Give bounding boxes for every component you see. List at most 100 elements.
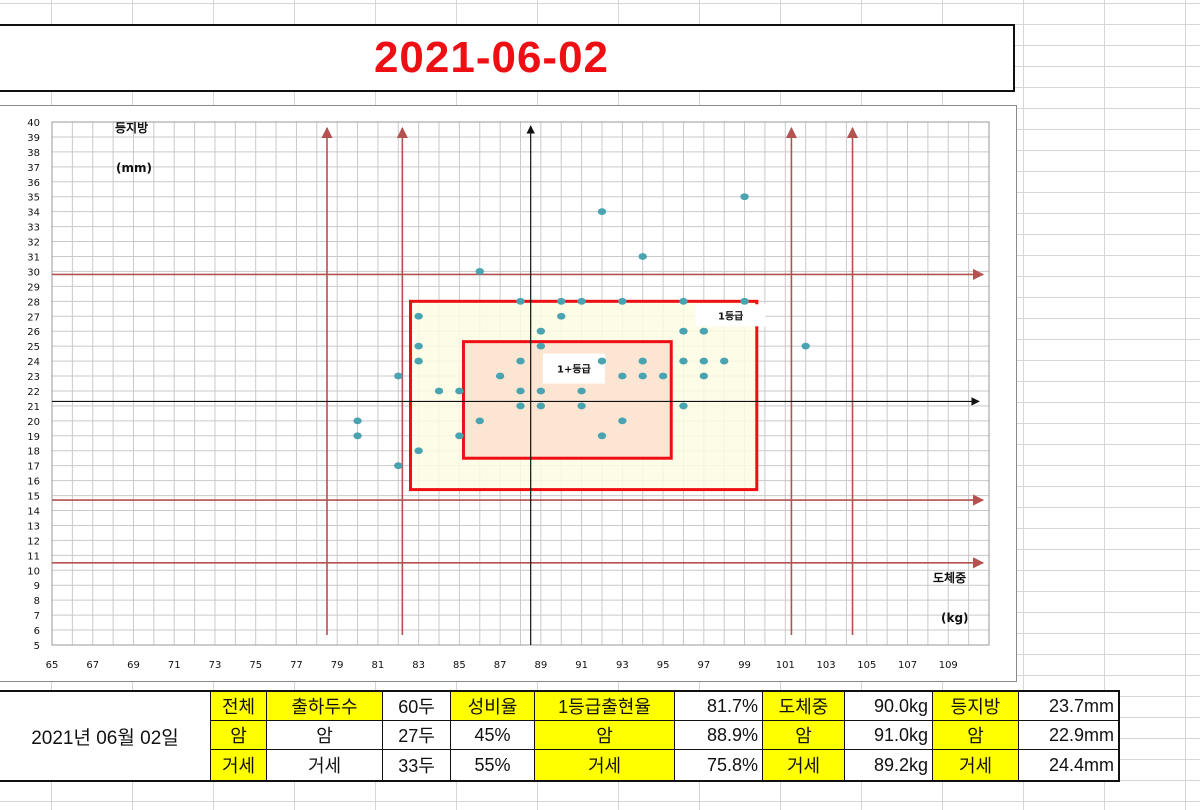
data-point	[679, 357, 688, 365]
y-tick-label: 18	[27, 447, 40, 458]
x-tick-label: 105	[857, 660, 876, 671]
x-tick-label: 99	[738, 660, 751, 671]
x-tick-label: 83	[412, 660, 425, 671]
data-point	[679, 402, 688, 410]
y-axis-title: 등지방	[115, 120, 148, 135]
stats-label-female-5: 암	[932, 721, 1018, 750]
stats-label-steer: 거세	[210, 750, 266, 780]
grade1-label: 1등급	[718, 310, 743, 322]
data-point	[740, 297, 749, 305]
y-tick-label: 33	[27, 223, 40, 234]
data-point	[414, 312, 423, 320]
data-point	[577, 297, 586, 305]
data-point	[394, 372, 403, 380]
grade1plus-label-bg	[542, 353, 605, 384]
data-point	[597, 357, 607, 365]
data-point	[618, 297, 627, 305]
data-point	[679, 297, 688, 305]
title-banner: 2021-06-02	[0, 24, 1015, 92]
data-point	[699, 327, 709, 335]
y-tick-label: 34	[27, 208, 40, 219]
data-point	[414, 342, 423, 350]
y-tick-label: 37	[27, 163, 40, 174]
x-tick-label: 75	[249, 660, 262, 671]
data-point	[353, 432, 362, 440]
stats-steer-ratio: 55%	[450, 750, 534, 780]
scatter-chart: 1등급 1+등급 5 6 7 8 9 10 11 12 13 14 15 16 17 18 19 20 21 22 23…	[0, 105, 1017, 682]
y-tick-label: 7	[34, 611, 40, 622]
x-axis-title: 도체중	[933, 570, 966, 585]
stats-female-count: 27두	[382, 721, 450, 750]
data-point	[618, 417, 627, 425]
data-point	[699, 372, 709, 380]
data-point	[577, 402, 586, 410]
data-point	[516, 297, 525, 305]
y-tick-label: 16	[27, 477, 40, 488]
y-tick-label: 6	[34, 626, 40, 637]
y-tick-label: 39	[27, 133, 40, 144]
data-point	[516, 357, 525, 365]
stats-total-weight: 90.0kg	[844, 692, 932, 721]
x-tick-label: 65	[46, 660, 59, 671]
data-point	[516, 402, 525, 410]
stats-female-fat: 22.9mm	[1018, 721, 1118, 750]
y-tick-label: 36	[27, 178, 40, 189]
stats-label-female-4: 암	[762, 721, 844, 750]
grade1plus-label: 1+등급	[557, 364, 591, 376]
stats-steer-count: 33두	[382, 750, 450, 780]
data-point	[699, 357, 709, 365]
y-tick-label: 8	[34, 596, 40, 607]
y-axis-unit: (mm)	[116, 161, 152, 175]
data-point	[434, 387, 444, 395]
x-tick-label: 67	[86, 660, 99, 671]
y-tick-label: 12	[27, 536, 40, 547]
data-point	[516, 387, 525, 395]
y-tick-label: 27	[27, 312, 40, 323]
data-point	[597, 432, 607, 440]
x-tick-label: 107	[898, 660, 917, 671]
stats-female-ratio: 45%	[450, 721, 534, 750]
stats-total-fat: 23.7mm	[1018, 692, 1118, 721]
y-tick-label: 17	[27, 462, 40, 473]
y-tick-label: 24	[27, 357, 40, 368]
stats-label-steer-4: 거세	[762, 750, 844, 780]
x-tick-label: 81	[372, 660, 385, 671]
x-tick-label: 103	[816, 660, 835, 671]
y-tick-label: 20	[27, 417, 40, 428]
stats-total-count: 60두	[382, 692, 450, 721]
y-tick-label: 26	[27, 327, 40, 338]
stats-female-grade1-rate: 88.9%	[674, 721, 762, 750]
stats-header-sex-ratio: 성비율	[450, 692, 534, 721]
data-point	[414, 357, 423, 365]
x-tick-label: 71	[168, 660, 181, 671]
x-tick-label: 89	[535, 660, 548, 671]
chart-svg: 1등급1+등급567891011121314151617181920212223…	[27, 118, 990, 671]
stats-label-female-3: 암	[534, 721, 674, 750]
y-tick-label: 19	[27, 432, 40, 443]
y-tick-label: 11	[27, 551, 40, 562]
data-point	[475, 268, 484, 275]
y-tick-label: 32	[27, 238, 40, 249]
y-tick-label: 15	[27, 492, 40, 503]
data-point	[557, 297, 566, 305]
x-tick-label: 79	[331, 660, 344, 671]
y-tick-label: 14	[27, 507, 40, 518]
data-point	[455, 387, 464, 395]
data-point	[577, 387, 586, 395]
y-tick-label: 40	[27, 118, 40, 129]
stats-female-weight: 91.0kg	[844, 721, 932, 750]
y-tick-label: 10	[27, 566, 40, 577]
x-tick-label: 85	[453, 660, 466, 671]
data-point	[536, 402, 546, 410]
x-tick-label: 109	[939, 660, 958, 671]
stats-header-heads: 출하두수	[266, 692, 382, 721]
stats-label-female-2: 암	[266, 721, 382, 750]
y-tick-label: 21	[27, 402, 40, 413]
y-tick-label: 25	[27, 342, 40, 353]
data-point	[495, 372, 505, 380]
y-tick-label: 23	[27, 372, 40, 383]
data-point	[801, 342, 810, 350]
page-title: 2021-06-02	[373, 33, 610, 82]
x-tick-label: 69	[127, 660, 140, 671]
data-point	[455, 432, 464, 440]
